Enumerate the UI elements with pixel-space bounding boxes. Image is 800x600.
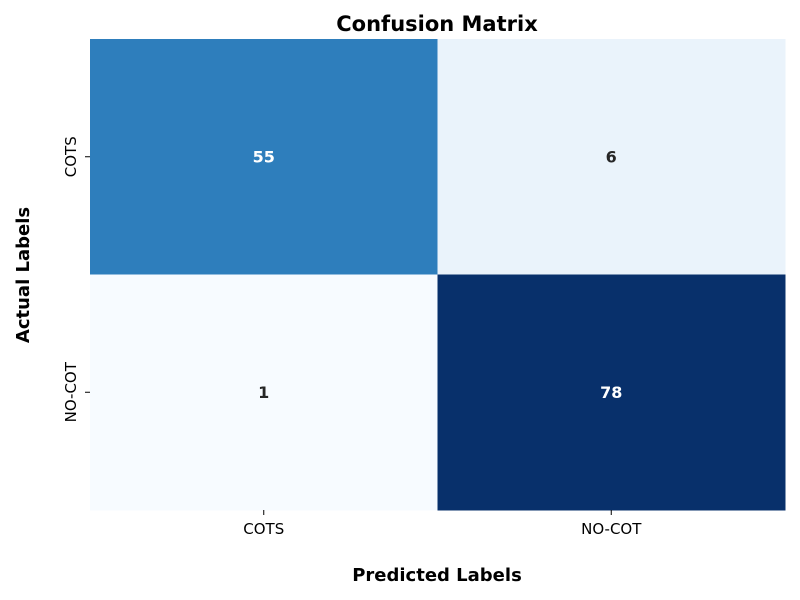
y-tick-label-no-cot: NO-COT — [62, 361, 80, 422]
cell-value-cots-no-cot: 6 — [606, 147, 617, 166]
cell-value-cots-cots: 55 — [253, 147, 275, 166]
heatmap-cell-cots-cots — [90, 39, 438, 275]
cell-value-no-cot-no-cot: 78 — [600, 383, 622, 402]
heatmap-cell-no-cot-cots — [90, 274, 438, 511]
y-axis-title: Actual Labels — [13, 207, 34, 343]
heatmap-cells — [90, 39, 786, 511]
x-axis-ticks: COTS NO-COT — [243, 510, 642, 538]
heatmap-cell-labels: 55 6 1 78 — [253, 147, 623, 402]
x-tick-label-cots: COTS — [243, 520, 284, 538]
y-axis-ticks: COTS NO-COT — [62, 136, 90, 422]
heatmap-cell-no-cot-no-cot — [437, 274, 786, 511]
y-tick-label-cots: COTS — [62, 136, 80, 177]
cell-value-no-cot-cots: 1 — [258, 383, 269, 402]
heatmap-cell-cots-no-cot — [437, 39, 786, 275]
chart-title: Confusion Matrix — [336, 12, 538, 36]
x-axis-title: Predicted Labels — [352, 565, 522, 586]
x-tick-label-no-cot: NO-COT — [581, 520, 642, 538]
